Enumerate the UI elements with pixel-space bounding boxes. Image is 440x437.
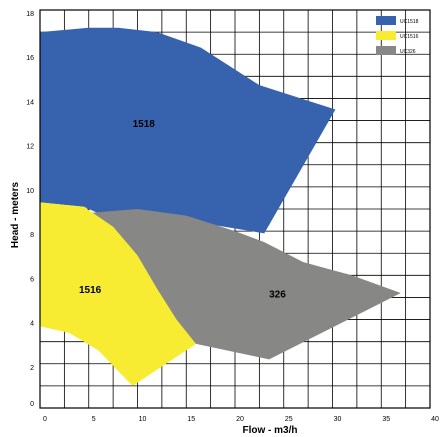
y-tick-label: 0 [30, 401, 34, 408]
region-1518 [40, 27, 336, 234]
y-tick-label: 14 [26, 99, 34, 106]
y-tick-label: 2 [30, 365, 34, 372]
x-tick-label: 5 [92, 416, 96, 423]
y-tick-label: 4 [30, 321, 34, 328]
y-tick-label: 12 [26, 144, 34, 151]
legend-swatch [376, 16, 396, 25]
x-tick-label: 30 [334, 416, 342, 423]
y-tick-label: 6 [30, 276, 34, 283]
plot-frame [39, 9, 431, 409]
regions [40, 27, 401, 386]
legend-swatch [376, 31, 396, 40]
y-tick-label: 8 [30, 232, 34, 239]
y-tick-label: 16 [26, 55, 34, 62]
x-tick-label: 10 [139, 416, 147, 423]
region-labels: 1518 326 1516 [79, 119, 286, 300]
legend: UC1518 UC1516 UC326 [376, 16, 419, 55]
x-tick-label: 15 [187, 416, 195, 423]
plot-border [39, 9, 431, 409]
x-axis-title: Flow - m3/h [243, 425, 298, 436]
legend-swatch [376, 46, 396, 55]
legend-label: UC326 [400, 49, 416, 55]
ticks: 0 5 10 15 20 25 30 35 40 0 2 4 6 8 10 12 14 16 18 [26, 11, 439, 423]
x-tick-label: 25 [285, 416, 293, 423]
x-tick-label: 35 [382, 416, 390, 423]
legend-label: UC1516 [400, 34, 419, 40]
y-tick-label: 18 [26, 11, 34, 18]
y-axis-title: Head - meters [10, 181, 21, 248]
x-tick-label: 20 [236, 416, 244, 423]
region-1516 [40, 202, 196, 386]
legend-label: UC1518 [400, 19, 419, 25]
region-label-1518: 1518 [133, 119, 156, 130]
region-label-1516: 1516 [79, 285, 102, 296]
region-label-326: 326 [269, 289, 286, 300]
x-tick-label: 40 [431, 416, 439, 423]
x-tick-label: 0 [43, 416, 47, 423]
region-326 [83, 209, 401, 360]
y-tick-label: 10 [26, 188, 34, 195]
